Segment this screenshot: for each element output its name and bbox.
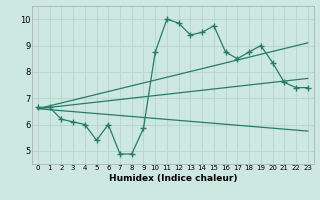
- X-axis label: Humidex (Indice chaleur): Humidex (Indice chaleur): [108, 174, 237, 183]
